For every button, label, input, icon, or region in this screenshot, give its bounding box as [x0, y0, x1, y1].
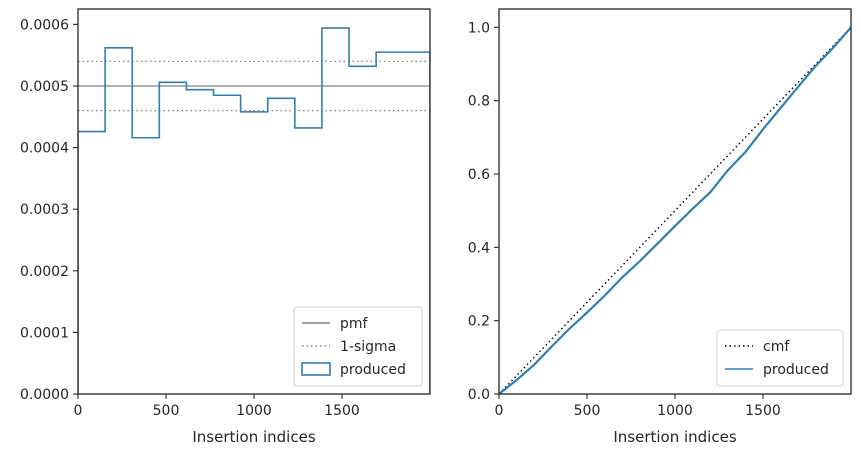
y-tick-label: 0.0006	[20, 17, 69, 33]
y-tick-label: 0.0005	[20, 79, 69, 95]
x-tick-label: 0	[74, 403, 83, 419]
y-tick-label: 0.0004	[20, 141, 69, 157]
x-tick-label: 500	[153, 403, 180, 419]
x-axis-label: Insertion indices	[192, 428, 315, 446]
legend: cmf produced	[716, 329, 844, 387]
series-produced	[499, 26, 851, 394]
x-tick-label: 1000	[236, 403, 272, 419]
y-tick-label: 0.0003	[20, 202, 69, 218]
series-produced	[78, 27, 430, 394]
plot-panel-2: 0 500 1000 1500 0.0 0.2 0.4 0.6 0.8 1.0 Insertion …	[468, 8, 852, 446]
plot-area	[78, 27, 430, 394]
x-tick-label: 0	[495, 403, 504, 419]
legend: pmf 1-sigma produced	[293, 306, 423, 387]
y-tick-label: 0.0002	[20, 264, 69, 280]
legend-box	[716, 329, 844, 387]
legend-label-produced: produced	[340, 362, 406, 378]
legend-label-cmf: cmf	[763, 339, 790, 355]
y-tick-label: 0.8	[468, 94, 490, 110]
y-tick-label: 0.4	[468, 240, 490, 256]
x-tick-label: 1500	[745, 403, 781, 419]
y-tick-label: 1.0	[468, 20, 490, 36]
y-tick-label: 0.0001	[20, 325, 69, 341]
series-cmf	[499, 26, 851, 394]
legend-label-produced: produced	[763, 362, 829, 378]
legend-label-pmf: pmf	[340, 316, 369, 332]
legend-label-1-sigma: 1-sigma	[340, 339, 396, 355]
legend-swatch-produced	[301, 362, 331, 376]
legend-box	[293, 306, 423, 387]
plot-area	[499, 26, 851, 394]
plot-panel-1: 0 500 1000 1500 0.0000 0.0001 0.0002 0.0003 0.00…	[20, 8, 431, 446]
x-tick-label: 1000	[657, 403, 693, 419]
x-axis-label: Insertion indices	[613, 428, 736, 446]
x-tick-label: 500	[574, 403, 601, 419]
y-tick-label: 0.0000	[20, 387, 69, 403]
y-tick-label: 0.2	[468, 314, 490, 330]
y-tick-label: 0.6	[468, 167, 490, 183]
y-tick-label: 0.0	[468, 387, 490, 403]
x-tick-label: 1500	[324, 403, 360, 419]
